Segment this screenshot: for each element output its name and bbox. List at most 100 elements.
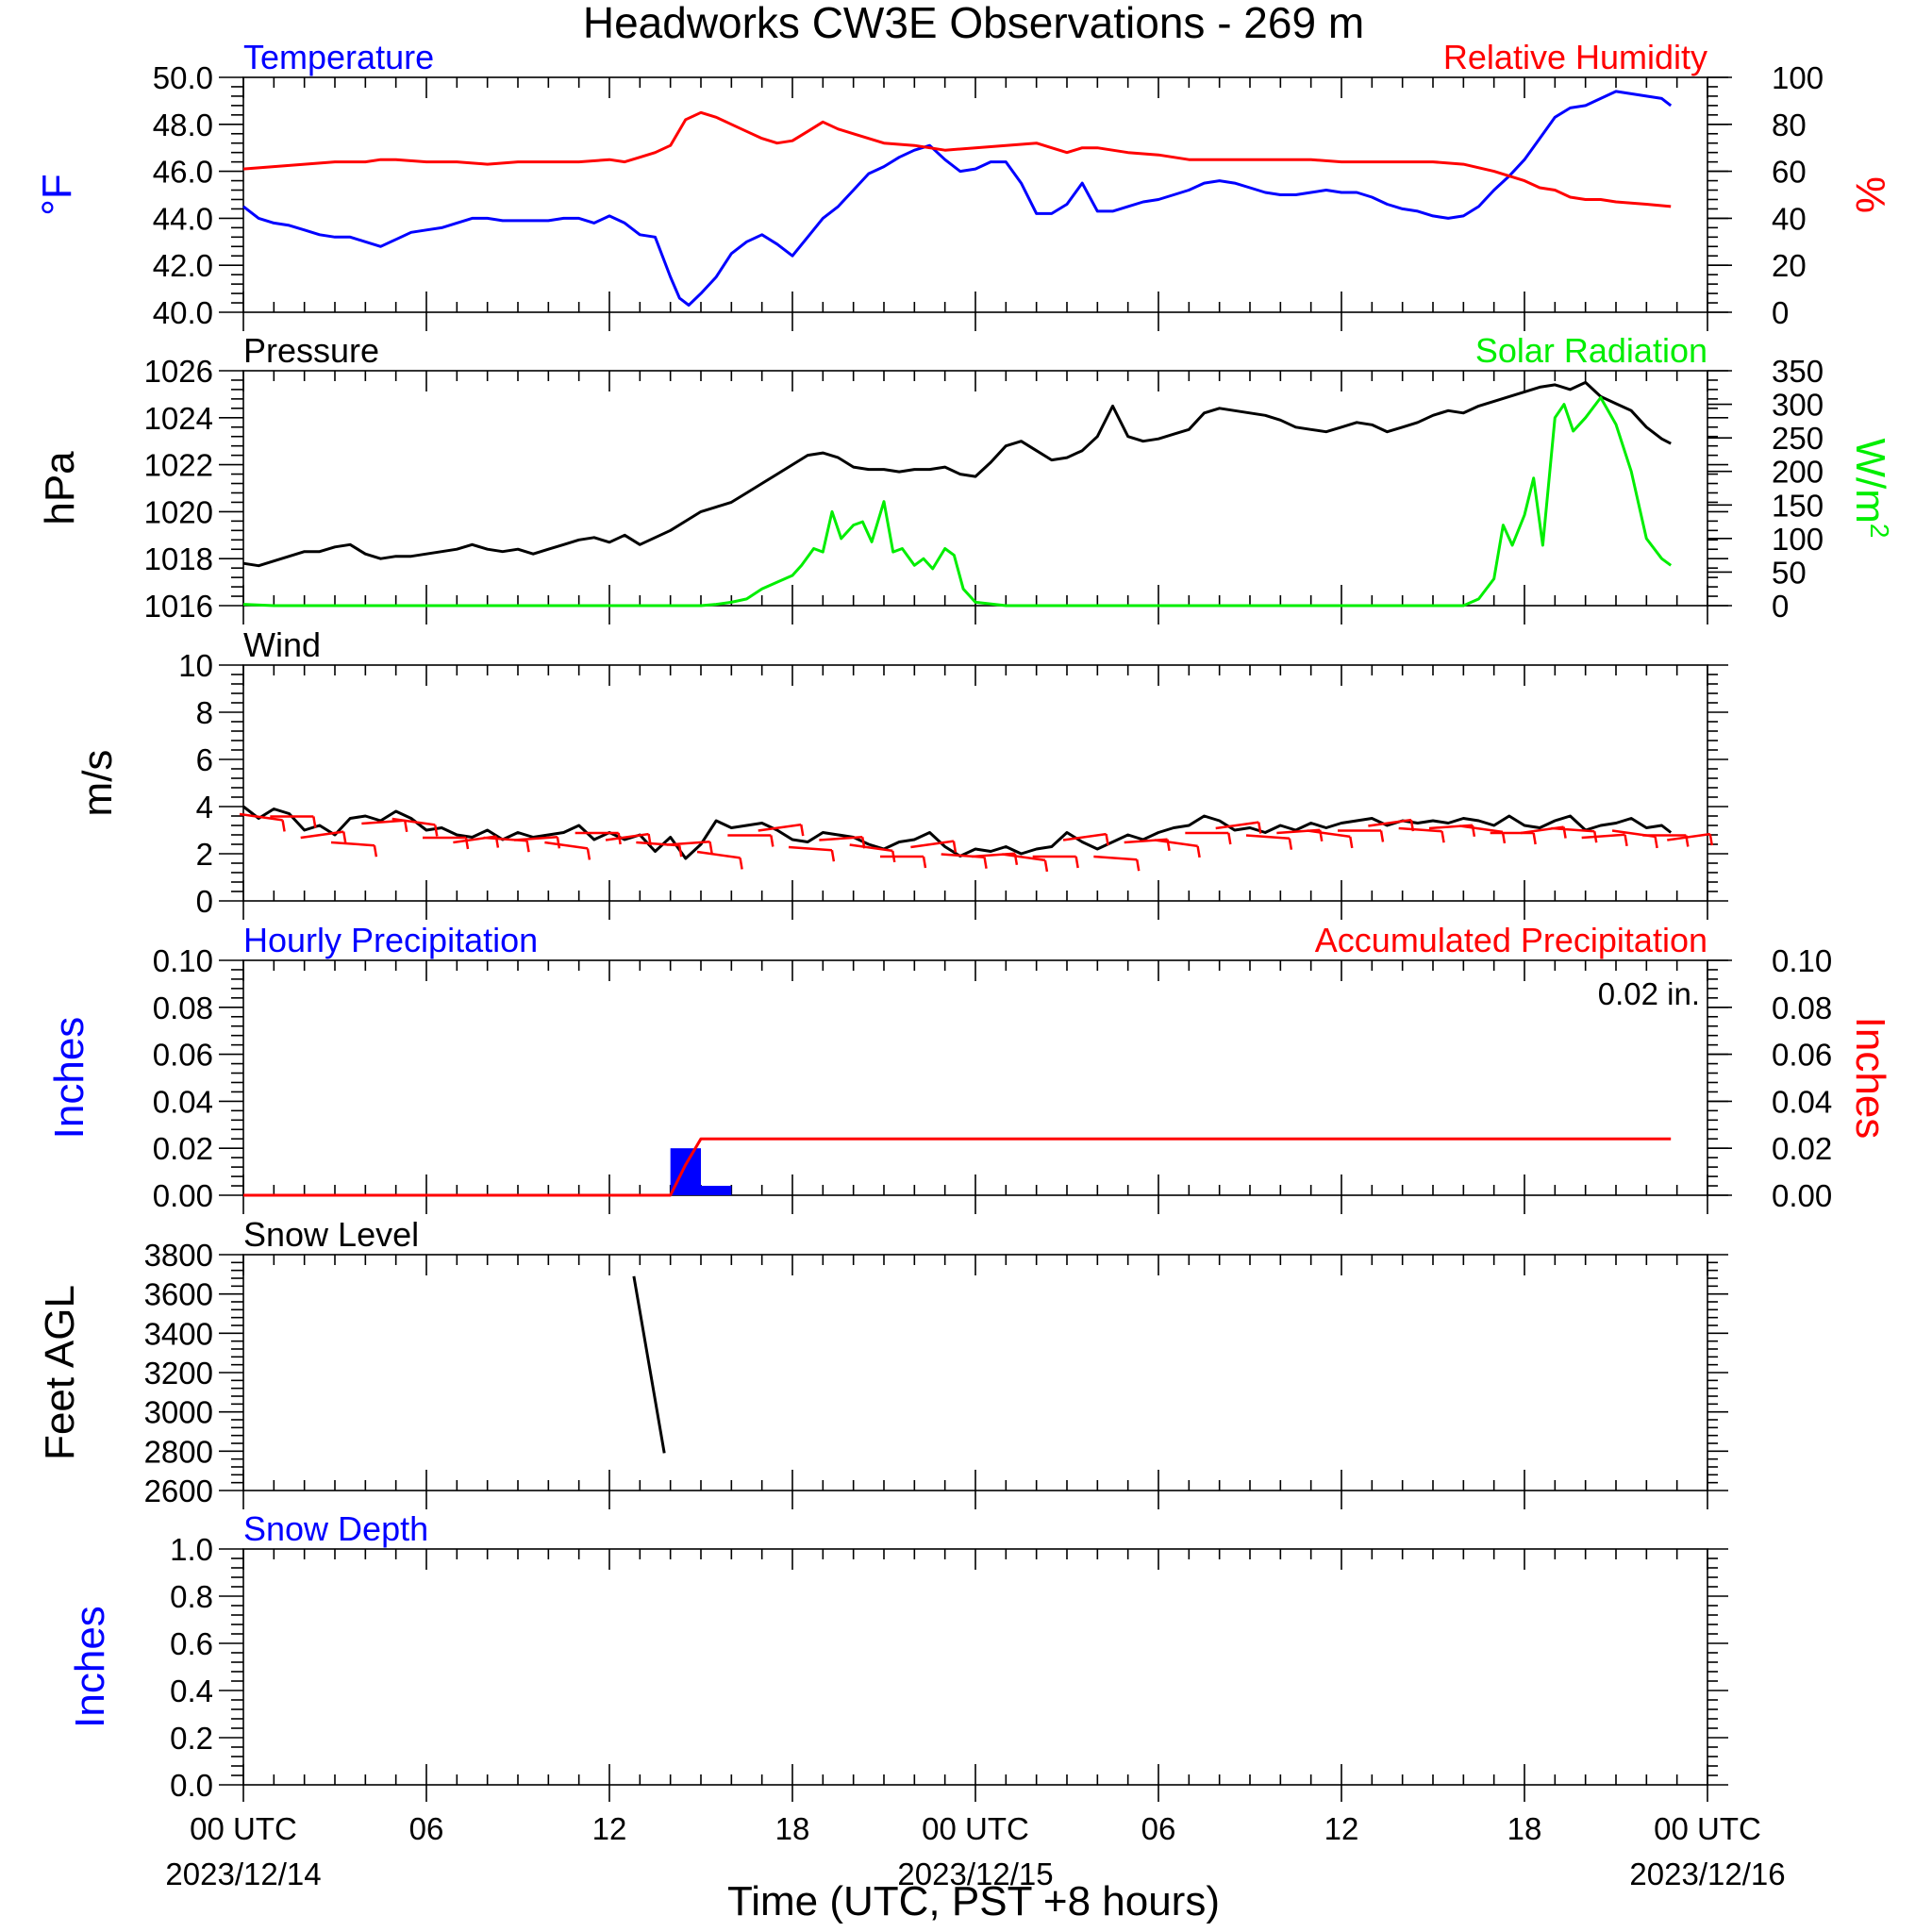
wind-barb-shaft: [1002, 853, 1046, 862]
wind-barb-shaft: [1154, 839, 1198, 848]
x-tick-label: 00 UTC: [922, 1811, 1029, 1846]
y-tick-label: 0.06: [153, 1038, 213, 1073]
y-tick-label: 0.02: [153, 1131, 213, 1166]
y-tick-label: 0: [196, 884, 213, 919]
y-axis-title-left: °F: [34, 174, 80, 215]
panel-label-left: Temperature: [243, 38, 434, 76]
y-axis-title-right: %: [1847, 176, 1893, 213]
wind-barb-flag: [983, 857, 988, 869]
panel-label-right: Accumulated Precipitation: [1315, 921, 1707, 959]
panel-temperature-humidity: 40.0 42.0 44.0 46.0 48.0 50.0 0 20 40 60 80 100 Temp…: [34, 38, 1893, 331]
panel-precipitation: 0.00 0.02 0.04 0.06 0.08 0.10 0.00 0.02 0.04 0.06…: [46, 921, 1893, 1214]
wind-barb-flag: [1227, 832, 1232, 845]
wind-barb-flag: [677, 845, 683, 858]
y-tick-label-right: 100: [1772, 522, 1824, 557]
wind-barb-flag: [1043, 859, 1049, 873]
series-line-0: [243, 1137, 1672, 1197]
y-tick-label-right: 0.10: [1772, 943, 1832, 978]
wind-barb-flag: [952, 841, 958, 853]
wind-barb-flag: [1654, 836, 1658, 849]
y-tick-label: 0.6: [170, 1626, 213, 1661]
y-axis-title-right: W/m2: [1847, 439, 1895, 539]
y-tick-label-right: 0.08: [1772, 991, 1832, 1025]
y-axis-title-left: Inches: [46, 1017, 92, 1140]
y-tick-label: 0.08: [153, 991, 213, 1025]
y-tick-label: 3800: [144, 1238, 213, 1273]
wind-barb-shaft: [300, 830, 344, 840]
y-tick-label-right: 250: [1772, 421, 1824, 456]
wind-barb-flag: [342, 831, 347, 843]
wind-barb-shaft: [513, 836, 558, 841]
y-tick-label: 1026: [144, 354, 213, 389]
panel-pressure-solar: 1016101810201022102410260501001502002503…: [37, 331, 1895, 625]
wind-barb-flag: [403, 820, 408, 832]
wind-barb-shaft: [544, 841, 589, 850]
y-tick-label: 3200: [144, 1356, 213, 1391]
panel-snow-depth: 0.0 0.2 0.4 0.6 0.8 1.0 Snow Depth Inches: [67, 1509, 1728, 1803]
wind-barb-shaft: [666, 841, 710, 846]
y-tick-label: 4: [196, 790, 213, 824]
y-tick-label: 1016: [144, 589, 213, 624]
accumulated-total-label: 0.02 in.: [1598, 976, 1700, 1011]
x-tick-label: 12: [1324, 1811, 1359, 1846]
wind-barb-flag: [1105, 833, 1109, 846]
y-tick-label: 2600: [144, 1474, 213, 1508]
wind-barb-flag: [1441, 831, 1445, 843]
x-tick-label: 18: [1507, 1811, 1542, 1846]
wind-barb-shaft: [1368, 818, 1412, 827]
y-tick-label-right: 0: [1772, 589, 1789, 624]
wind-barb-flag: [922, 856, 927, 869]
y-tick-label-right: 80: [1772, 108, 1807, 142]
y-tick-label-right: 150: [1772, 488, 1824, 523]
y-tick-label: 2: [196, 837, 213, 872]
wind-barb-flag: [1532, 832, 1537, 845]
wind-barb-flag: [525, 841, 530, 853]
wind-barb-shaft: [361, 819, 406, 825]
y-tick-label: 0.00: [153, 1178, 213, 1213]
x-tick-date: 2023/12/16: [1629, 1857, 1785, 1891]
wind-barb-shaft: [1093, 855, 1138, 861]
wind-barb-flag: [1379, 830, 1385, 842]
wind-barb-flag: [1349, 836, 1354, 849]
y-tick-label: 1020: [144, 494, 213, 529]
y-tick-label: 48.0: [153, 108, 213, 142]
wind-barb-flag: [373, 845, 378, 858]
y-tick-label-right: 20: [1772, 248, 1807, 283]
wind-barb-shaft: [788, 845, 832, 852]
panels: 40.042.044.046.048.050.0020406080100Temp…: [34, 38, 1895, 1803]
wind-barb-flag: [830, 850, 836, 862]
series-line-1: [242, 396, 1673, 608]
y-tick-label-right: 40: [1772, 201, 1807, 236]
x-axis-title: Time (UTC, PST +8 hours): [727, 1878, 1220, 1924]
x-axis: 00 UTC 2023/12/14 06 12 18 00 UTC 2023/12/15 06…: [165, 1785, 1786, 1891]
x-tick-label: 00 UTC: [190, 1811, 297, 1846]
y-tick-label: 0.8: [170, 1579, 213, 1614]
y-tick-label-right: 0: [1772, 295, 1789, 330]
y-tick-label: 0.10: [153, 943, 213, 978]
wind-barb-flag: [1288, 838, 1293, 850]
series-line-1: [242, 110, 1672, 208]
series-line-0: [242, 90, 1673, 307]
y-tick-label: 10: [178, 648, 213, 683]
wind-barb-flag: [770, 835, 774, 847]
y-axis-title-right-superscript: 2: [1866, 524, 1895, 539]
panel-label-right: Relative Humidity: [1443, 38, 1707, 76]
panel-label-left: Snow Depth: [243, 1509, 428, 1548]
wind-barb-flag: [586, 848, 591, 860]
wind-barb-flag: [1196, 845, 1201, 858]
x-tick-label: 06: [1141, 1811, 1176, 1846]
y-tick-label: 6: [196, 742, 213, 777]
wind-barb-shaft: [1667, 832, 1710, 841]
y-tick-label-right: 350: [1772, 354, 1824, 389]
wind-barb-flag: [800, 824, 805, 837]
y-tick-label-right: 0.00: [1772, 1178, 1832, 1213]
wind-barb-shaft: [330, 841, 375, 847]
wind-barb-shaft: [605, 832, 649, 841]
series-line-0: [632, 1275, 666, 1454]
wind-barb-shaft: [1551, 826, 1595, 833]
y-tick-label: 44.0: [153, 201, 213, 236]
wind-barb-shaft: [819, 836, 863, 841]
y-tick-label-right: 50: [1772, 555, 1807, 590]
